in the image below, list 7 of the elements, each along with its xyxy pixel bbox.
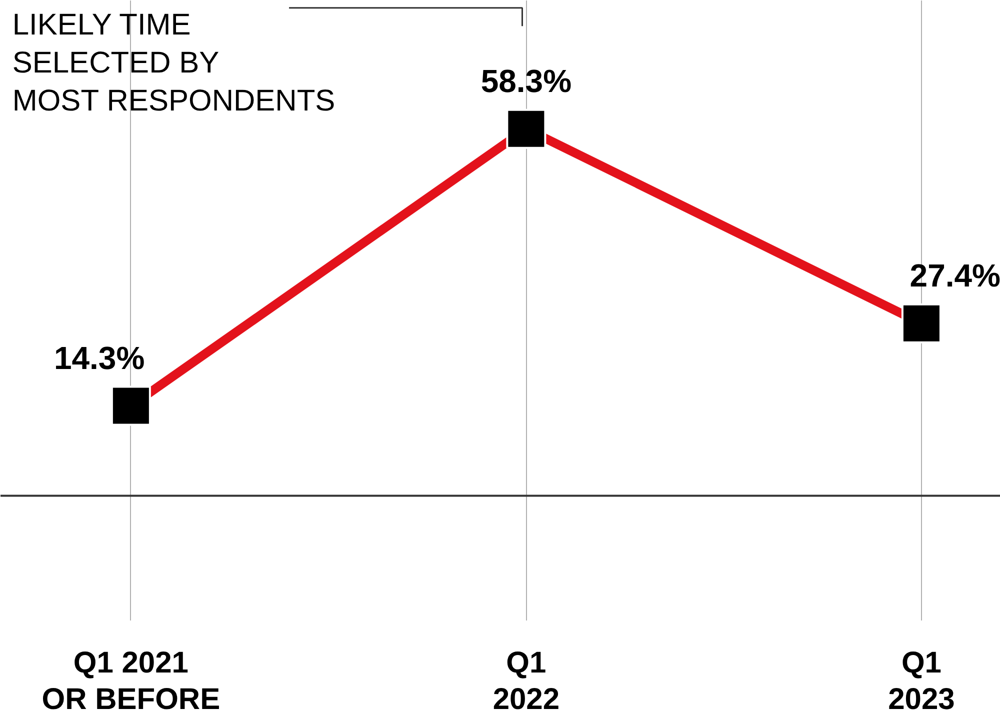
x-tick-label: Q1 2021 OR BEFORE	[42, 646, 220, 716]
data-label: 14.3%	[54, 340, 145, 376]
data-label: 58.3%	[480, 62, 572, 99]
text: LIKELY TIME SELECTED BY MOST RESPONDENTS	[12, 8, 336, 118]
x-tick-label: Q1 2023	[888, 646, 955, 716]
data-label: 27.4%	[910, 257, 1000, 294]
x-tick-label: Q1 2022	[492, 646, 560, 716]
